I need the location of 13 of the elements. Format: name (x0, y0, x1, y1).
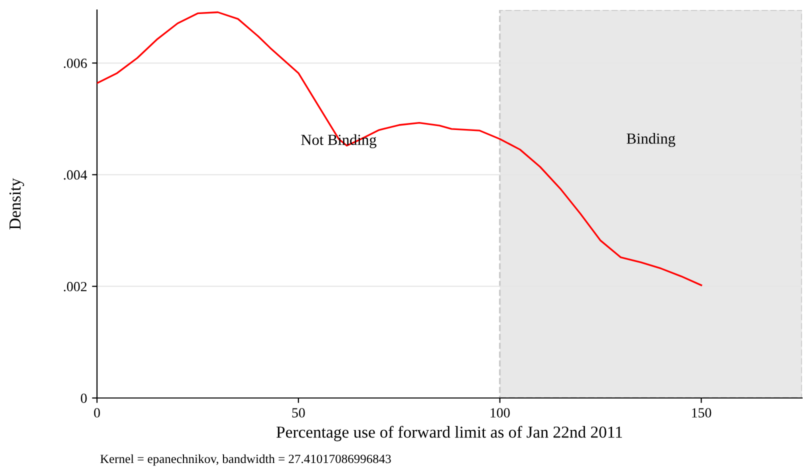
y-tick-label: .004 (64, 170, 88, 180)
y-tick-label: 0 (80, 394, 87, 403)
text: Kernel = epanechnikov, bandwidth = 27.41017086996843 (100, 454, 391, 466)
line-series (97, 11, 702, 286)
x-tick-label: 150 (692, 408, 712, 418)
x-axis-title: Percentage use of forward limit as of Jan 22nd 2011 (276, 426, 622, 442)
x-tick-label: 50 (292, 408, 305, 418)
x-tick-label: 100 (490, 408, 510, 418)
y-tick-label: .002 (64, 282, 87, 292)
y-tick-label: .006 (64, 58, 87, 68)
y-axis-title: Density (9, 178, 24, 230)
band-label: Binding (626, 133, 676, 147)
x-tick-label: 0 (94, 408, 100, 418)
